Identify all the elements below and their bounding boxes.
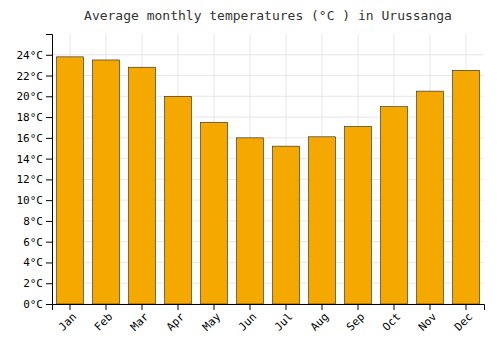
x-tick-label: Nov bbox=[416, 310, 440, 334]
y-tick-label: 10°C bbox=[17, 194, 44, 207]
y-axis: 0°C 2°C 4°C 6°C 8°C 10°C 12°C 14°C 16°C 18°C 20°C 2… bbox=[17, 35, 53, 312]
bar bbox=[237, 138, 264, 304]
y-tick-mark bbox=[46, 262, 52, 263]
x-tick: Nov bbox=[416, 304, 440, 334]
y-tick: 6°C bbox=[23, 236, 52, 249]
bars bbox=[57, 57, 480, 304]
x-tick-mark bbox=[214, 304, 215, 310]
y-tick-label: 2°C bbox=[23, 277, 43, 290]
bar bbox=[201, 122, 228, 304]
x-tick: Jun bbox=[236, 304, 259, 334]
x-tick-mark bbox=[358, 304, 359, 310]
x-tick: Aug bbox=[308, 304, 331, 334]
y-tick-mark bbox=[46, 55, 52, 56]
x-axis: Jan Feb Mar Apr May Jun Jul Aug Sep Oct Nov Dec bbox=[53, 304, 485, 334]
x-tick-label: Mar bbox=[128, 310, 152, 334]
x-tick-mark bbox=[322, 304, 323, 310]
x-axis-line bbox=[53, 305, 485, 311]
bar bbox=[273, 146, 300, 304]
x-tick-mark bbox=[142, 304, 143, 310]
y-tick-mark bbox=[46, 117, 52, 118]
y-tick-label: 4°C bbox=[23, 256, 43, 269]
y-axis-line bbox=[46, 35, 53, 305]
x-tick: Oct bbox=[380, 304, 403, 334]
chart: Jan Feb Mar Apr May Jun Jul Aug Sep Oct Nov Dec 0°C 2… bbox=[0, 0, 500, 350]
y-tick: 22°C bbox=[17, 70, 53, 83]
y-tick-mark bbox=[46, 96, 52, 97]
bar bbox=[93, 60, 120, 304]
x-tick: Mar bbox=[128, 304, 152, 334]
y-grid-line bbox=[52, 54, 484, 55]
x-tick-label: Jan bbox=[56, 310, 79, 333]
y-tick: 10°C bbox=[17, 194, 53, 207]
y-tick-mark bbox=[46, 283, 52, 284]
x-tick-mark bbox=[106, 304, 107, 310]
bar bbox=[57, 57, 84, 304]
x-tick-mark bbox=[70, 304, 71, 310]
y-tick: 12°C bbox=[17, 173, 53, 186]
y-tick-label: 24°C bbox=[17, 49, 44, 62]
y-tick-label: 18°C bbox=[17, 111, 44, 124]
y-tick: 14°C bbox=[17, 153, 53, 166]
x-tick-label: Oct bbox=[380, 310, 403, 333]
y-tick-label: 12°C bbox=[17, 173, 44, 186]
x-tick-label: Dec bbox=[452, 310, 475, 333]
title: Average monthly temperatures (°C ) in Ur… bbox=[84, 8, 452, 23]
bar bbox=[345, 126, 372, 304]
x-tick: Apr bbox=[164, 304, 188, 334]
x-tick-mark bbox=[466, 304, 467, 310]
bar bbox=[381, 107, 408, 304]
x-tick-mark bbox=[178, 304, 179, 310]
y-tick-mark bbox=[46, 159, 52, 160]
y-tick-label: 6°C bbox=[23, 236, 43, 249]
x-tick: Jan bbox=[56, 304, 79, 334]
x-tick-label: Aug bbox=[308, 310, 331, 333]
bar bbox=[129, 67, 156, 304]
y-tick: 18°C bbox=[17, 111, 53, 124]
y-tick: 2°C bbox=[23, 277, 52, 290]
y-tick-mark bbox=[46, 179, 52, 180]
y-tick: 4°C bbox=[23, 256, 52, 269]
x-tick-label: May bbox=[200, 310, 224, 334]
grid bbox=[52, 34, 484, 304]
y-tick: 8°C bbox=[23, 215, 52, 228]
x-tick: Dec bbox=[452, 304, 475, 334]
y-tick: 20°C bbox=[17, 90, 53, 103]
y-tick: 24°C bbox=[17, 49, 53, 62]
x-tick-label: Feb bbox=[92, 310, 115, 333]
x-tick: Feb bbox=[92, 304, 115, 334]
y-tick-mark bbox=[46, 242, 52, 243]
bar bbox=[165, 96, 192, 304]
x-tick: Jul bbox=[272, 304, 295, 334]
y-tick-mark bbox=[46, 138, 52, 139]
y-tick-label: 14°C bbox=[17, 153, 44, 166]
x-tick-label: Jun bbox=[236, 310, 259, 333]
y-tick: 16°C bbox=[17, 132, 53, 145]
x-tick-mark bbox=[250, 304, 251, 310]
y-tick-label: 20°C bbox=[17, 90, 44, 103]
x-tick-mark bbox=[430, 304, 431, 310]
y-tick-mark bbox=[46, 304, 52, 305]
y-tick-mark bbox=[46, 200, 52, 201]
y-tick-label: 8°C bbox=[23, 215, 43, 228]
bar bbox=[417, 91, 444, 304]
x-tick-label: Apr bbox=[164, 310, 188, 334]
plot: Jan Feb Mar Apr May Jun Jul Aug Sep Oct Nov Dec 0°C 2… bbox=[17, 34, 485, 334]
y-tick-label: 0°C bbox=[23, 298, 43, 311]
y-tick: 0°C bbox=[23, 298, 52, 311]
y-tick-label: 16°C bbox=[17, 132, 44, 145]
bar bbox=[453, 70, 480, 304]
x-tick-label: Jul bbox=[272, 310, 295, 333]
bar bbox=[309, 137, 336, 304]
x-tick-mark bbox=[394, 304, 395, 310]
y-tick-mark bbox=[46, 76, 52, 77]
y-tick-label: 22°C bbox=[17, 70, 44, 83]
x-tick-label: Sep bbox=[344, 310, 367, 333]
x-tick: May bbox=[200, 304, 224, 334]
y-tick-mark bbox=[46, 221, 52, 222]
x-tick-mark bbox=[286, 304, 287, 310]
x-tick: Sep bbox=[344, 304, 367, 334]
